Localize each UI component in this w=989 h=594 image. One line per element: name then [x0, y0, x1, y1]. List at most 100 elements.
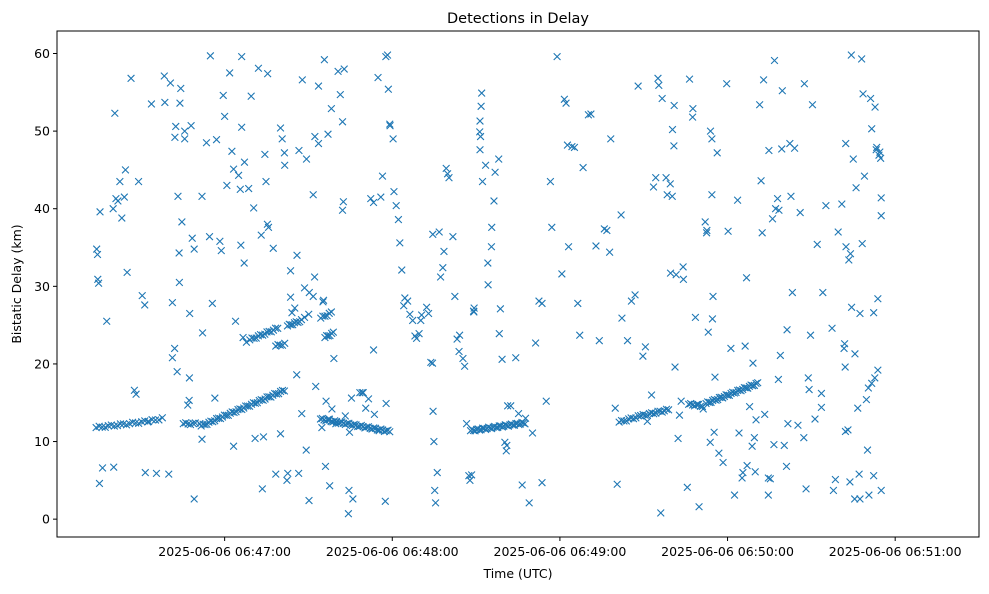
data-point: [618, 314, 626, 322]
data-point: [495, 329, 504, 338]
data-point: [490, 197, 498, 205]
data-point: [696, 402, 705, 411]
data-point: [178, 218, 186, 226]
data-point: [176, 99, 184, 107]
data-point: [356, 388, 364, 397]
data-point: [828, 324, 836, 333]
data-point: [695, 502, 703, 511]
data-point: [166, 79, 175, 87]
data-point: [229, 442, 238, 450]
data-point: [856, 495, 864, 503]
data-point: [706, 127, 715, 135]
data-point: [867, 124, 876, 133]
data-point: [98, 423, 106, 431]
data-point: [802, 485, 810, 493]
y-tick-label: 40: [34, 201, 50, 216]
data-point: [134, 177, 143, 186]
data-point: [872, 145, 880, 154]
data-point: [263, 69, 272, 78]
data-point: [128, 418, 137, 427]
data-point: [381, 497, 390, 506]
x-tick-label: 2025-06-06 06:51:00: [829, 544, 962, 559]
data-point: [98, 464, 107, 472]
data-point: [436, 273, 445, 281]
data-point: [840, 344, 848, 353]
data-point: [503, 402, 512, 410]
data-point: [320, 55, 329, 64]
data-point: [377, 193, 385, 201]
data-point: [764, 474, 773, 482]
data-point: [283, 469, 292, 478]
data-point: [262, 177, 270, 186]
data-point: [396, 239, 404, 247]
data-point: [188, 234, 197, 243]
data-point: [728, 388, 737, 397]
data-point: [877, 211, 886, 220]
data-point: [841, 363, 849, 371]
data-point: [778, 86, 787, 95]
data-point: [487, 242, 496, 251]
data-point: [710, 428, 718, 437]
data-point: [198, 192, 206, 201]
data-point: [258, 331, 267, 339]
data-point: [627, 297, 636, 305]
data-point: [329, 328, 338, 336]
data-point: [264, 223, 273, 232]
data-point: [271, 470, 280, 478]
data-point: [339, 197, 348, 206]
data-point: [819, 288, 827, 297]
data-point: [382, 399, 390, 408]
data-point: [111, 109, 119, 118]
plot-frame: [56, 30, 980, 538]
data-point: [859, 90, 867, 98]
data-point: [477, 102, 485, 111]
data-point: [433, 468, 442, 477]
data-point: [851, 350, 859, 358]
data-point: [466, 476, 474, 485]
data-point: [140, 301, 149, 309]
data-point: [649, 183, 658, 191]
data-point: [147, 100, 156, 108]
data-point: [750, 433, 759, 442]
data-point: [292, 317, 301, 326]
data-point: [297, 409, 306, 418]
data-point: [804, 374, 813, 382]
data-point: [745, 402, 754, 411]
data-point: [302, 155, 311, 163]
data-point: [93, 250, 102, 259]
data-point: [872, 143, 881, 152]
data-point: [258, 485, 267, 493]
data-point: [782, 462, 791, 471]
data-point: [244, 184, 253, 193]
data-point: [866, 94, 875, 103]
data-markers: [92, 51, 886, 518]
data-point: [685, 75, 694, 83]
data-point: [314, 139, 323, 148]
data-point: [735, 429, 743, 437]
data-point: [228, 147, 236, 156]
data-point: [190, 495, 198, 503]
data-point: [558, 270, 566, 278]
data-point: [330, 416, 339, 425]
data-point: [546, 177, 555, 186]
data-point: [806, 331, 815, 340]
data-point: [575, 331, 584, 340]
data-point: [265, 327, 273, 336]
data-point: [817, 389, 826, 398]
data-point: [243, 402, 252, 410]
data-point: [294, 469, 303, 478]
data-point: [460, 362, 469, 371]
data-point: [104, 421, 113, 430]
data-point: [741, 342, 749, 350]
data-point: [708, 135, 716, 143]
data-point: [643, 417, 652, 426]
data-point: [319, 296, 328, 305]
data-point: [417, 311, 426, 319]
data-point: [345, 486, 353, 495]
data-point: [185, 396, 193, 405]
data-point: [663, 190, 671, 199]
data-point: [120, 193, 129, 201]
data-point: [152, 469, 161, 478]
data-point: [403, 297, 412, 305]
